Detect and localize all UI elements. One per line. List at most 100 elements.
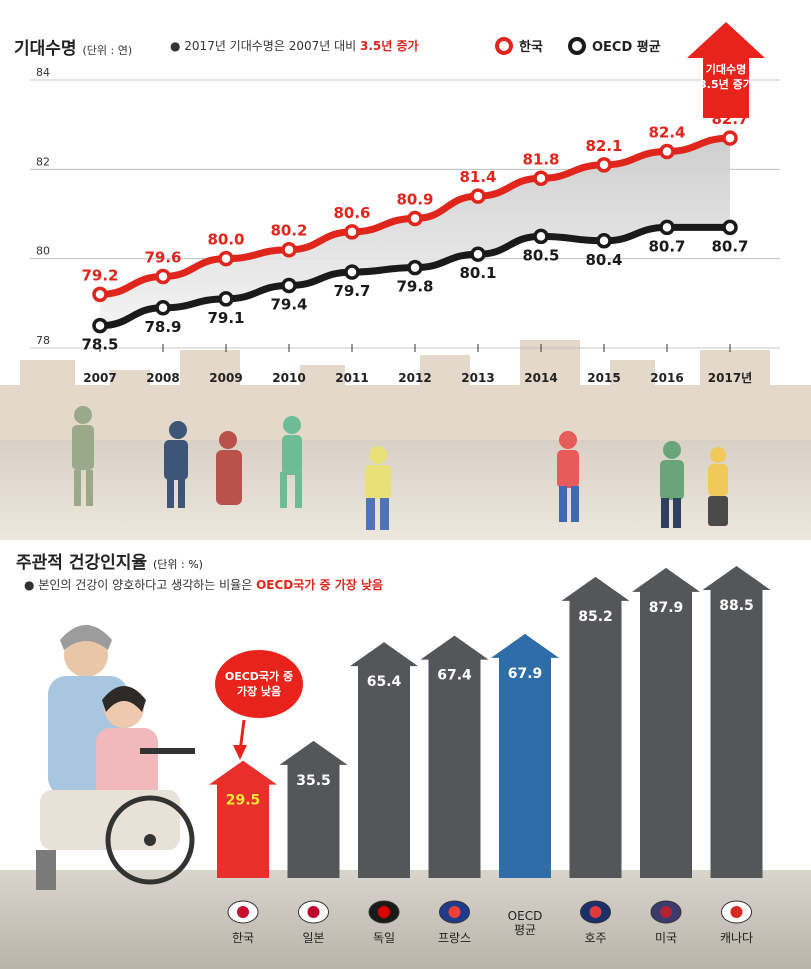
data-label: 79.7 [333, 282, 370, 300]
category-label: 평균 [514, 923, 536, 937]
couple-wheelchair-illustration [36, 625, 195, 890]
data-point [281, 241, 297, 258]
x-tick-label: 2017년 [708, 371, 752, 385]
flag-emblem [378, 906, 390, 918]
data-point [218, 291, 234, 307]
x-tick-label: 2014 [524, 371, 557, 385]
data-point [344, 224, 360, 240]
data-label: 79.8 [396, 278, 433, 296]
life-expectancy-note: ● 2017년 기대수명은 2007년 대비 3.5년 증가 [170, 37, 419, 54]
bar-values: 29.5 35.5 65.4 67.4 67.9 85.2 87.9 88.5 [226, 598, 754, 809]
data-labels: 79.2 79.6 80.0 80.2 80.6 80.9 81.4 81.8 82.1 82.4… [81, 110, 748, 354]
up-arrow-icon [687, 22, 765, 118]
y-tick-label: 78 [36, 334, 50, 347]
data-point [92, 286, 108, 303]
chart-title: 기대수명 [14, 39, 77, 59]
data-label: 78.5 [81, 336, 118, 354]
category-label: 호주 [584, 931, 606, 945]
korea-marker-icon [495, 36, 513, 55]
category-label: 한국 [232, 931, 254, 945]
data-label: 78.9 [144, 318, 181, 336]
data-point [722, 130, 738, 146]
y-tick-label: 82 [36, 155, 50, 168]
flag-icon [227, 900, 259, 924]
data-label: 80.4 [585, 251, 622, 269]
x-tick-label: 2012 [398, 371, 431, 385]
flag-emblem [307, 906, 320, 918]
x-tick-label: 2013 [461, 371, 494, 385]
floor [0, 870, 811, 969]
y-axis: 78 80 82 84 [36, 66, 50, 347]
bars [209, 565, 771, 878]
note-text-2: ● 본인의 건강이 양호하다고 생각하는 비율은 [24, 578, 257, 592]
flags [227, 900, 752, 924]
x-axis: 2007 2008 2009 2010 2011 2012 2013 2014 2015 2016… [83, 371, 752, 385]
data-point [659, 143, 675, 160]
data-point [407, 210, 423, 227]
flag-emblem [730, 906, 743, 918]
note-text: ● 2017년 기대수명은 2007년 대비 [170, 39, 360, 53]
y-tick-label: 84 [36, 66, 50, 79]
y-tick-label: 80 [36, 245, 50, 258]
legend-korea: 한국 [495, 36, 543, 55]
data-point [155, 300, 171, 316]
data-point [470, 188, 486, 204]
x-tick-label: 2008 [146, 371, 179, 385]
legend-oecd-label: OECD 평균 [592, 40, 661, 55]
data-label: 82.1 [585, 137, 622, 155]
series-markers [92, 130, 738, 334]
data-label: 80.6 [333, 204, 370, 222]
gap-band [100, 138, 730, 326]
bar-value-label: 67.4 [437, 668, 472, 684]
flag-emblem [589, 906, 602, 918]
flag-icon [439, 900, 470, 924]
x-tick-label: 2015 [587, 371, 620, 385]
flag-icon [580, 900, 611, 924]
bar [420, 635, 489, 878]
self-rated-health-title: 주관적 건강인지율 (단위 : %) [16, 548, 203, 573]
flag-icon [368, 900, 400, 924]
data-label: 80.0 [207, 231, 244, 249]
data-label: 79.1 [207, 309, 244, 327]
bar [350, 642, 418, 878]
data-label: 80.1 [459, 264, 496, 282]
ground [0, 440, 811, 540]
flag-icon [721, 900, 752, 924]
bar-value-label: 35.5 [296, 773, 331, 789]
data-point [596, 157, 612, 173]
data-label: 79.4 [270, 295, 307, 313]
bubble-line1: OECD국가 중 [224, 670, 294, 683]
category-label: 미국 [655, 931, 677, 945]
data-label: 80.7 [711, 237, 748, 255]
bar [561, 576, 630, 878]
category-label: 독일 [373, 931, 395, 945]
bar [209, 760, 277, 878]
note-highlight-2: OECD국가 중 가장 낮음 [256, 578, 384, 592]
life-expectancy-title: 기대수명 (단위 : 연) [14, 34, 132, 59]
callout-line1: 기대수명 [705, 63, 747, 76]
x-tick-label: 2011 [335, 371, 368, 385]
x-tick-label: 2009 [209, 371, 242, 385]
data-label: 82.4 [648, 123, 685, 141]
bar-value-label: 88.5 [719, 598, 754, 614]
bar [632, 567, 700, 878]
chart-title-2: 주관적 건강인지율 [16, 553, 148, 573]
x-tick-label: 2016 [650, 371, 683, 385]
data-point [218, 250, 234, 267]
category-label: 일본 [302, 931, 324, 945]
data-label: 80.9 [396, 190, 433, 208]
bar [491, 633, 559, 878]
oecd-marker-icon [568, 36, 586, 55]
data-label: 80.2 [270, 222, 307, 240]
data-point [533, 170, 549, 187]
flag-emblem [660, 906, 672, 918]
bar-value-label: 65.4 [367, 674, 402, 690]
data-label: 81.4 [459, 168, 496, 186]
bar [279, 740, 348, 878]
bar-value-label: 67.9 [508, 666, 543, 682]
data-point [722, 219, 738, 236]
x-tick-label: 2007 [83, 371, 116, 385]
life-expectancy-chart: 79.2 79.6 80.0 80.2 80.6 80.9 81.4 81.8 82.1 82.4… [0, 66, 811, 540]
bar-value-label: 87.9 [649, 600, 684, 616]
